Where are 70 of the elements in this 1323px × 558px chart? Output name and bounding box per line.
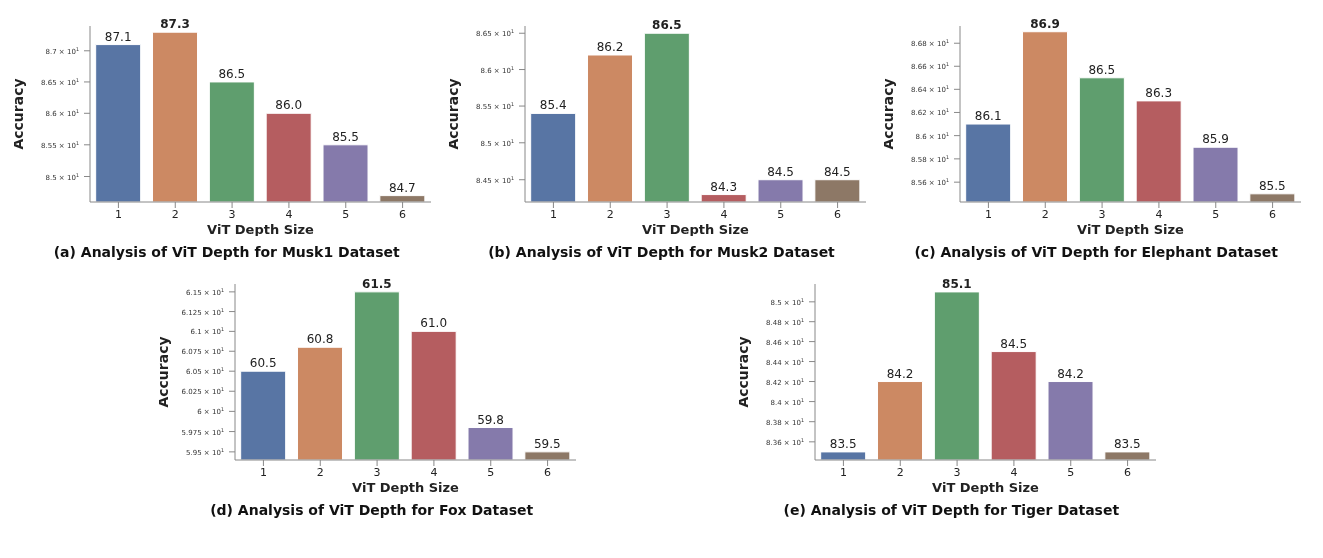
data-label: 59.5	[534, 436, 561, 451]
x-axis-title: ViT Depth Size	[931, 480, 1039, 495]
x-tick-label: 1	[549, 207, 557, 221]
data-label: 83.5	[1113, 436, 1141, 451]
x-tick-label: 3	[373, 465, 381, 479]
text: (c) Analysis of ViT Depth for Elephant Dataset	[914, 244, 1279, 260]
text: (a) Analysis of ViT Depth for Musk1 Dataset	[53, 244, 400, 260]
data-label: 60.5	[249, 356, 277, 371]
text: (b) Analysis of ViT Depth for Musk2 Dataset	[488, 244, 835, 260]
data-label: 87.1	[105, 29, 132, 44]
x-tick-label: 3	[228, 207, 236, 221]
x-tick-label: 3	[1098, 207, 1106, 221]
x-tick-label: 4	[1010, 465, 1018, 479]
x-tick-label: 4	[1155, 207, 1163, 221]
data-label: 85.5	[332, 129, 360, 144]
x-tick-label: 2	[316, 465, 324, 479]
x-tick-label: 3	[953, 465, 961, 479]
x-axis-title: ViT Depth Size	[642, 222, 750, 237]
x-tick-label: 3	[663, 207, 671, 221]
x-tick-label: 6	[1268, 207, 1276, 221]
x-tick-label: 1	[115, 207, 123, 221]
data-label: 86.5	[1088, 62, 1115, 77]
data-label: 84.2	[886, 366, 914, 381]
text: (e) Analysis of ViT Depth for Tiger Dataset	[783, 502, 1120, 518]
x-tick-label: 1	[839, 465, 847, 479]
x-axis-title: ViT Depth Size	[1076, 222, 1184, 237]
data-label: 61.0	[420, 316, 448, 331]
data-label: 87.3	[160, 17, 191, 32]
x-tick-label: 6	[834, 207, 842, 221]
x-tick-label: 1	[260, 465, 268, 479]
data-label: 84.5	[767, 164, 794, 179]
data-label: 85.5	[1258, 178, 1286, 193]
x-axis-title: ViT Depth Size	[352, 480, 460, 495]
data-label: 84.5	[823, 164, 851, 179]
x-tick-label: 1	[984, 207, 992, 221]
text: (d) Analysis of ViT Depth for Fox Dataset	[210, 502, 534, 518]
data-label: 84.7	[389, 180, 416, 195]
data-label: 86.2	[596, 39, 624, 54]
data-label: 85.9	[1201, 132, 1229, 147]
data-label: 85.1	[941, 276, 972, 291]
data-label: 86.3	[1145, 85, 1172, 100]
x-tick-label: 4	[430, 465, 438, 479]
data-label: 59.8	[477, 412, 505, 427]
x-tick-label: 5	[1212, 207, 1219, 221]
data-label: 86.1	[974, 109, 1002, 124]
data-label: 84.3	[710, 179, 738, 194]
x-tick-label: 5	[777, 207, 785, 221]
x-tick-label: 6	[399, 207, 407, 221]
x-tick-label: 5	[487, 465, 495, 479]
data-label: 86.9	[1029, 16, 1060, 31]
x-tick-label: 6	[544, 465, 552, 479]
x-axis-title: ViT Depth Size	[207, 222, 315, 237]
x-tick-label: 4	[720, 207, 728, 221]
data-label: 86.5	[652, 18, 682, 33]
data-label: 86.0	[275, 98, 303, 113]
x-tick-label: 2	[172, 207, 179, 221]
data-label: 83.5	[829, 436, 857, 451]
data-label: 84.2	[1056, 366, 1084, 381]
x-tick-label: 2	[606, 207, 614, 221]
data-label: 84.5	[1000, 336, 1027, 351]
x-tick-label: 2	[1041, 207, 1049, 221]
x-tick-label: 2	[896, 465, 904, 479]
x-tick-label: 4	[285, 207, 293, 221]
data-label: 61.5	[362, 276, 392, 291]
x-tick-label: 5	[1067, 465, 1075, 479]
data-label: 86.5	[218, 66, 246, 81]
x-tick-label: 6	[1123, 465, 1131, 479]
x-tick-label: 5	[342, 207, 350, 221]
data-label: 85.4	[539, 98, 567, 113]
data-label: 60.8	[306, 332, 334, 347]
